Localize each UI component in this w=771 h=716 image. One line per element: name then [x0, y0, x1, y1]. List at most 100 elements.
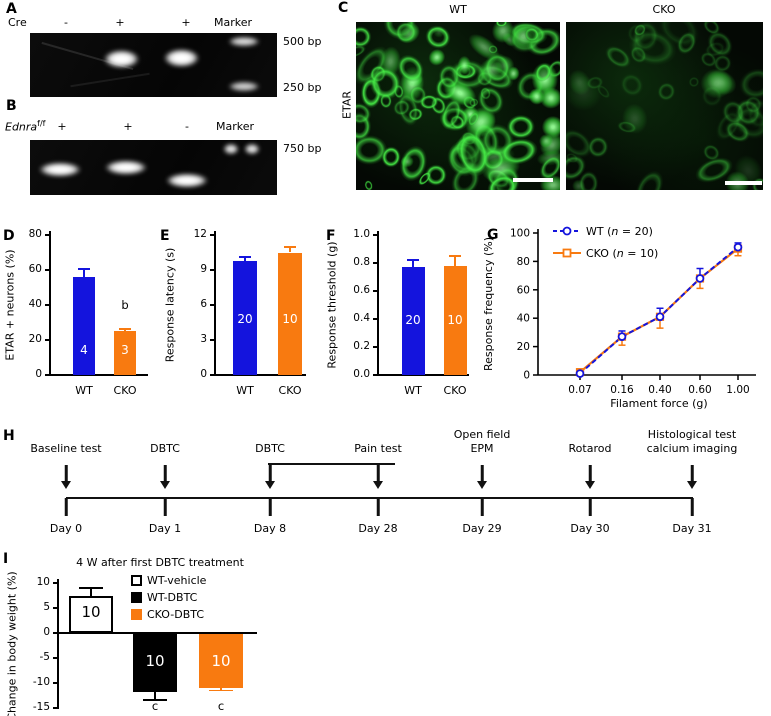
bar-count-label: 10 — [211, 651, 231, 670]
sig-label: c — [151, 699, 159, 713]
legend-label: CKO (n = 10) — [586, 247, 658, 260]
axis-line — [215, 374, 306, 376]
panel-f-chart: 0.0 0.2 0.4 0.6 0.8 1.0 Response threshold (g)… — [310, 222, 470, 414]
gel-b-lane-label: + — [123, 120, 133, 133]
event-label: Pain test — [354, 442, 402, 455]
axis-line — [214, 231, 216, 376]
bar-count-label: 10 — [447, 312, 463, 327]
arrow-down-icon — [477, 481, 487, 489]
xtick-label: 0.07 — [568, 384, 591, 396]
panel-i-legend: WT-vehicle WT-DBTC CKO-DBTC — [131, 572, 206, 623]
ytick-label: 5 — [43, 601, 50, 613]
bar-cko — [114, 331, 136, 375]
bar-cko-dbtc — [199, 634, 243, 688]
gel-a-image — [30, 33, 277, 97]
axis-line — [49, 231, 51, 376]
sig-label: b — [121, 298, 129, 312]
day-label: Day 1 — [148, 522, 182, 535]
ytick-label: 1.0 — [353, 228, 370, 240]
neuron-cell-blob — [380, 145, 402, 169]
gel-band — [242, 142, 262, 156]
xtick-label: 0.40 — [648, 384, 671, 396]
timeline-tick — [690, 498, 694, 516]
axis-line — [119, 327, 131, 330]
day-label: Day 29 — [462, 522, 502, 535]
ytick-label: 80 — [517, 256, 530, 268]
legend-item: CKO-DBTC — [131, 606, 206, 623]
axis-line — [124, 328, 126, 332]
x-category-label: CKO — [443, 384, 467, 397]
timeline-axis — [66, 497, 693, 500]
ytick-label: -10 — [32, 676, 50, 688]
y-axis-title: Change in body weight (%) — [5, 570, 19, 716]
panel-i-label: I — [3, 551, 9, 567]
circle-marker-icon — [733, 242, 743, 252]
timeline-event: Pain test Day 28 — [303, 425, 453, 537]
timeline: Baseline test Day 0 DBTC Day 1 DBTC Day … — [0, 425, 771, 543]
gene-name: Ednra — [5, 120, 38, 134]
axis-line — [53, 582, 58, 584]
axis-line — [239, 256, 251, 259]
timeline-bracket — [268, 463, 395, 465]
ytick-label: 0.2 — [353, 340, 370, 352]
xtick-label: 0.60 — [688, 384, 711, 396]
bar-cko — [278, 252, 302, 375]
axis-line — [210, 269, 215, 271]
y-axis-title: Response threshold (g) — [325, 241, 339, 369]
axis-line — [244, 257, 246, 261]
timeline-tick — [268, 498, 272, 516]
gel-band — [32, 160, 88, 179]
gel-band — [223, 80, 265, 93]
gel-a-lane-label: Marker — [213, 16, 253, 29]
gel-band — [98, 158, 154, 177]
legend-item: WT-DBTC — [131, 589, 206, 606]
timeline-tick — [163, 498, 167, 516]
circle-marker-icon — [695, 274, 705, 283]
panel-g-label: G — [487, 227, 499, 243]
axis-line — [373, 346, 378, 348]
arrow-down-icon — [687, 481, 697, 489]
axis-line — [210, 234, 215, 236]
ytick-label: 0 — [35, 368, 42, 380]
ytick-label: 9 — [200, 263, 207, 275]
legend-label: WT (n = 20) — [586, 225, 653, 238]
neuron-cell-blob — [586, 134, 611, 160]
x-category-label: CKO — [278, 384, 302, 397]
event-label: Open field — [453, 428, 511, 441]
axis-line — [79, 587, 103, 589]
x-category-label: WT — [75, 384, 93, 397]
orange-swatch-icon — [131, 609, 142, 620]
circle-marker-icon — [617, 332, 627, 341]
ytick-label: 60 — [28, 263, 42, 275]
axis-line — [154, 690, 156, 700]
circle-marker-icon — [575, 369, 585, 378]
gel-band — [223, 35, 265, 48]
event-label: Rotarod — [568, 442, 612, 455]
sig-label: c — [217, 699, 225, 713]
wt-micrograph — [356, 22, 560, 190]
timeline-event: Open field EPM Day 29 — [407, 425, 557, 537]
arrow-down-icon — [585, 481, 595, 489]
bar-count-label: 3 — [121, 342, 129, 357]
x-category-label: WT — [236, 384, 254, 397]
axis-line — [57, 579, 59, 709]
circle-marker-icon — [655, 312, 665, 322]
square-marker-icon — [562, 248, 572, 258]
axis-line — [45, 234, 50, 236]
ytick-label: 100 — [510, 228, 530, 240]
axis-line — [58, 632, 257, 634]
gel-b-row-label: Ednraf/f — [5, 119, 46, 134]
ytick-label: 0 — [43, 626, 50, 638]
legend-label: WT-vehicle — [147, 574, 207, 587]
axis-line — [373, 234, 378, 236]
gel-band — [159, 171, 215, 190]
arrow-down-icon — [163, 465, 167, 481]
arrow-down-icon — [265, 481, 275, 489]
axis-line — [210, 304, 215, 306]
ytick-label: -5 — [39, 651, 50, 663]
arrow-down-icon — [588, 465, 592, 481]
ytick-label: 12 — [193, 228, 207, 240]
xtick-label: 0.16 — [610, 384, 634, 396]
panel-h-label: H — [3, 428, 15, 444]
